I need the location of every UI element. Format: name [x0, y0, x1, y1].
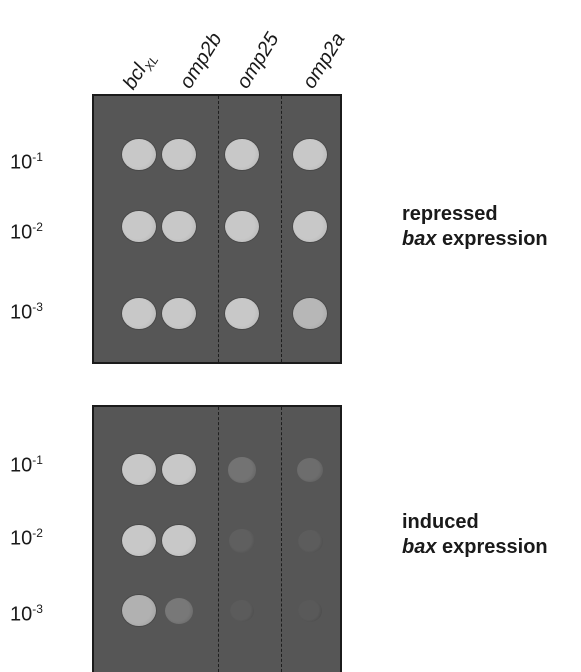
dilution-label: 10-1 [10, 453, 43, 477]
yeast-spot [162, 454, 196, 486]
condition-label-repressed: repressed bax expression [402, 203, 548, 250]
yeast-spot [228, 457, 256, 483]
plate-photo-induced [92, 405, 342, 672]
yeast-spot [225, 139, 259, 171]
yeast-spot [122, 211, 156, 243]
dilution-label: 10-3 [10, 300, 43, 324]
condition-label-induced: induced bax expression [402, 511, 548, 558]
lane-divider [218, 96, 219, 362]
yeast-spot [293, 139, 327, 171]
lane-divider [218, 407, 219, 672]
yeast-spot [122, 298, 156, 330]
column-label-omp25: omp25 [232, 28, 284, 93]
dilution-label: 10-3 [10, 602, 43, 626]
yeast-spot [293, 298, 327, 330]
column-label-omp2b: omp2b [175, 28, 227, 93]
yeast-spot [293, 211, 327, 243]
yeast-spot [162, 139, 196, 171]
yeast-spot [122, 595, 156, 627]
lane-divider [281, 407, 282, 672]
plate-photo-repressed [92, 94, 342, 364]
yeast-spot [229, 599, 255, 623]
yeast-spot [122, 525, 156, 557]
yeast-spot [297, 529, 323, 553]
dilution-label: 10-2 [10, 526, 43, 550]
dilution-label: 10-2 [10, 220, 43, 244]
yeast-spot [225, 298, 259, 330]
yeast-spot [122, 139, 156, 171]
yeast-spot [162, 211, 196, 243]
yeast-spot [229, 529, 255, 553]
lane-divider [281, 96, 282, 362]
yeast-spot [162, 298, 196, 330]
dilution-label: 10-1 [10, 150, 43, 174]
yeast-spot [165, 598, 193, 624]
yeast-spot [296, 457, 324, 483]
column-label-bclxl: bclXL [118, 53, 162, 94]
yeast-spot [122, 454, 156, 486]
yeast-spot [297, 599, 323, 623]
column-label-omp2a: omp2a [298, 28, 350, 93]
yeast-spot [162, 525, 196, 557]
yeast-spot [225, 211, 259, 243]
